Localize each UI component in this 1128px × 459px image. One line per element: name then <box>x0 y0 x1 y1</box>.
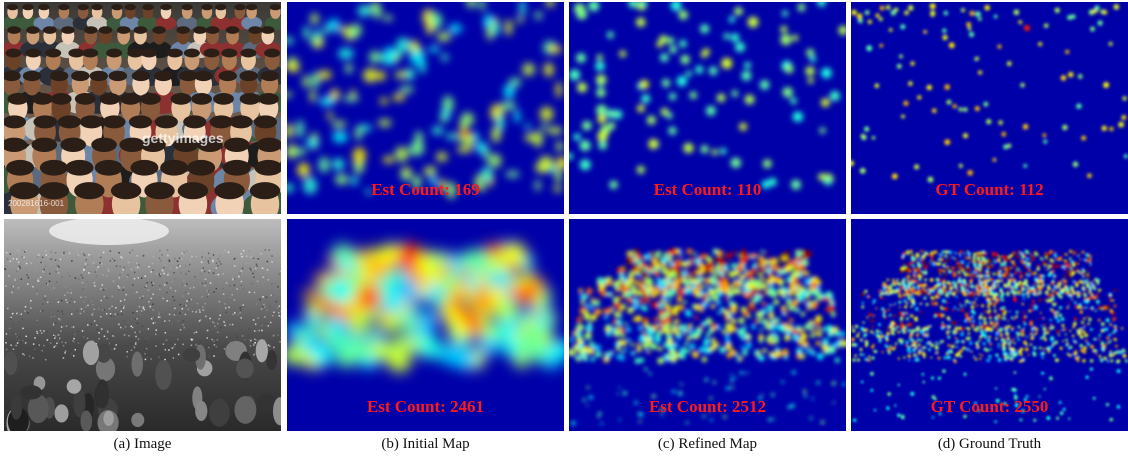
stadium-photo-row2 <box>4 219 281 431</box>
caption-refined-map: (c) Refined Map <box>657 436 758 452</box>
gt-count-row1: GT Count: 112 <box>935 180 1044 199</box>
est-count-initial-row1: Est Count: 169 <box>371 180 480 199</box>
image-code-text: 200281616-001 <box>8 199 65 208</box>
refined-map-row1: Est Count: 110 <box>569 2 846 214</box>
initial-map-row2: Est Count: 2461 <box>287 219 564 431</box>
est-count-refined-row2: Est Count: 2512 <box>648 397 767 416</box>
est-count-refined-row1: Est Count: 110 <box>653 180 762 199</box>
gt-count-row2: GT Count: 2550 <box>930 397 1049 416</box>
crowd-photo-row1: gettyimages 200281616-001 <box>4 2 281 214</box>
est-count-initial-row2: Est Count: 2461 <box>366 397 485 416</box>
initial-map-row1: Est Count: 169 <box>287 2 564 214</box>
refined-map-row2: Est Count: 2512 <box>569 219 846 431</box>
watermark-text: gettyimages <box>142 130 224 146</box>
caption-image: (a) Image <box>113 436 172 452</box>
caption-initial-map: (b) Initial Map <box>381 436 470 452</box>
ground-truth-map-row1: GT Count: 112 <box>851 2 1128 214</box>
ground-truth-map-row2: GT Count: 2550 <box>851 219 1128 431</box>
caption-ground-truth: (d) Ground Truth <box>937 436 1042 452</box>
